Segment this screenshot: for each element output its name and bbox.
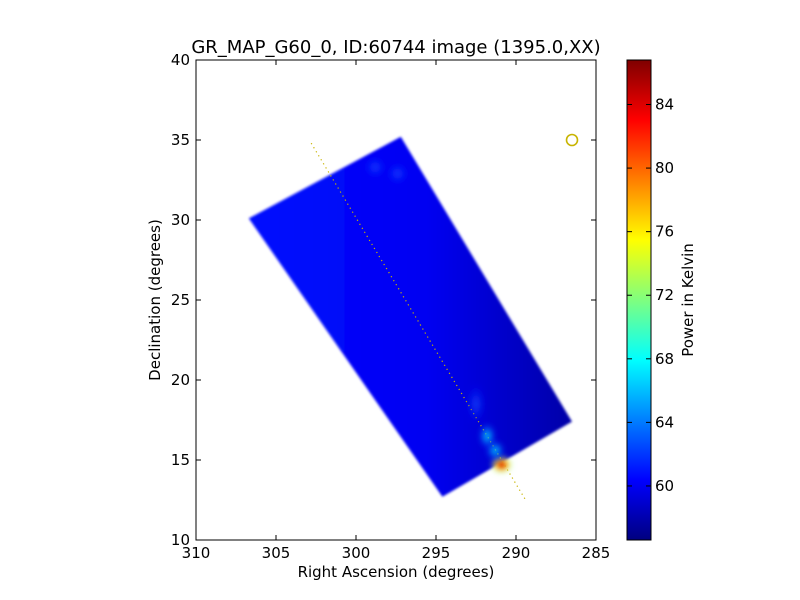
source-feature-2 <box>478 422 497 450</box>
colorbar-tick-label: 68 <box>655 350 674 368</box>
colorbar-gradient <box>626 59 652 541</box>
y-tick-label: 25 <box>171 291 190 309</box>
x-tick-label: 300 <box>342 544 371 562</box>
colorbar-label: Power in Kelvin <box>679 243 697 357</box>
plot-area <box>248 133 579 501</box>
y-axis-label: Declination (degrees) <box>146 219 164 381</box>
colorbar-tick-label: 64 <box>655 413 674 431</box>
y-tick-label: 20 <box>171 371 190 389</box>
colorbar-tick-label: 84 <box>655 96 674 114</box>
y-tick-label: 15 <box>171 451 190 469</box>
x-tick-label: 310 <box>182 544 211 562</box>
y-tick-label: 40 <box>171 51 190 69</box>
colorbar-tick-label: 76 <box>655 223 674 241</box>
source-marker <box>565 133 579 147</box>
source-feature-4 <box>363 155 388 180</box>
colorbar: 60 64 68 72 76 80 84 <box>626 59 674 541</box>
chart-title: GR_MAP_G60_0, ID:60744 image (1395.0,XX) <box>191 37 600 58</box>
x-tick-label: 285 <box>582 544 611 562</box>
source-feature-3 <box>466 382 486 426</box>
x-axis-label: Right Ascension (degrees) <box>298 563 495 581</box>
y-tick-label: 10 <box>171 531 190 549</box>
x-axis: 310 305 300 295 290 285 <box>182 60 611 562</box>
source-feature-5 <box>385 161 410 186</box>
y-tick-label: 30 <box>171 211 190 229</box>
colorbar-tick-label: 80 <box>655 159 674 177</box>
x-tick-label: 295 <box>422 544 451 562</box>
x-tick-label: 305 <box>262 544 291 562</box>
map-region <box>248 136 573 497</box>
x-tick-label: 290 <box>502 544 531 562</box>
colorbar-tick-label: 72 <box>655 286 674 304</box>
colorbar-tick-label: 60 <box>655 477 674 495</box>
y-tick-label: 35 <box>171 131 190 149</box>
y-axis: 10 15 20 25 30 35 40 <box>171 51 596 549</box>
